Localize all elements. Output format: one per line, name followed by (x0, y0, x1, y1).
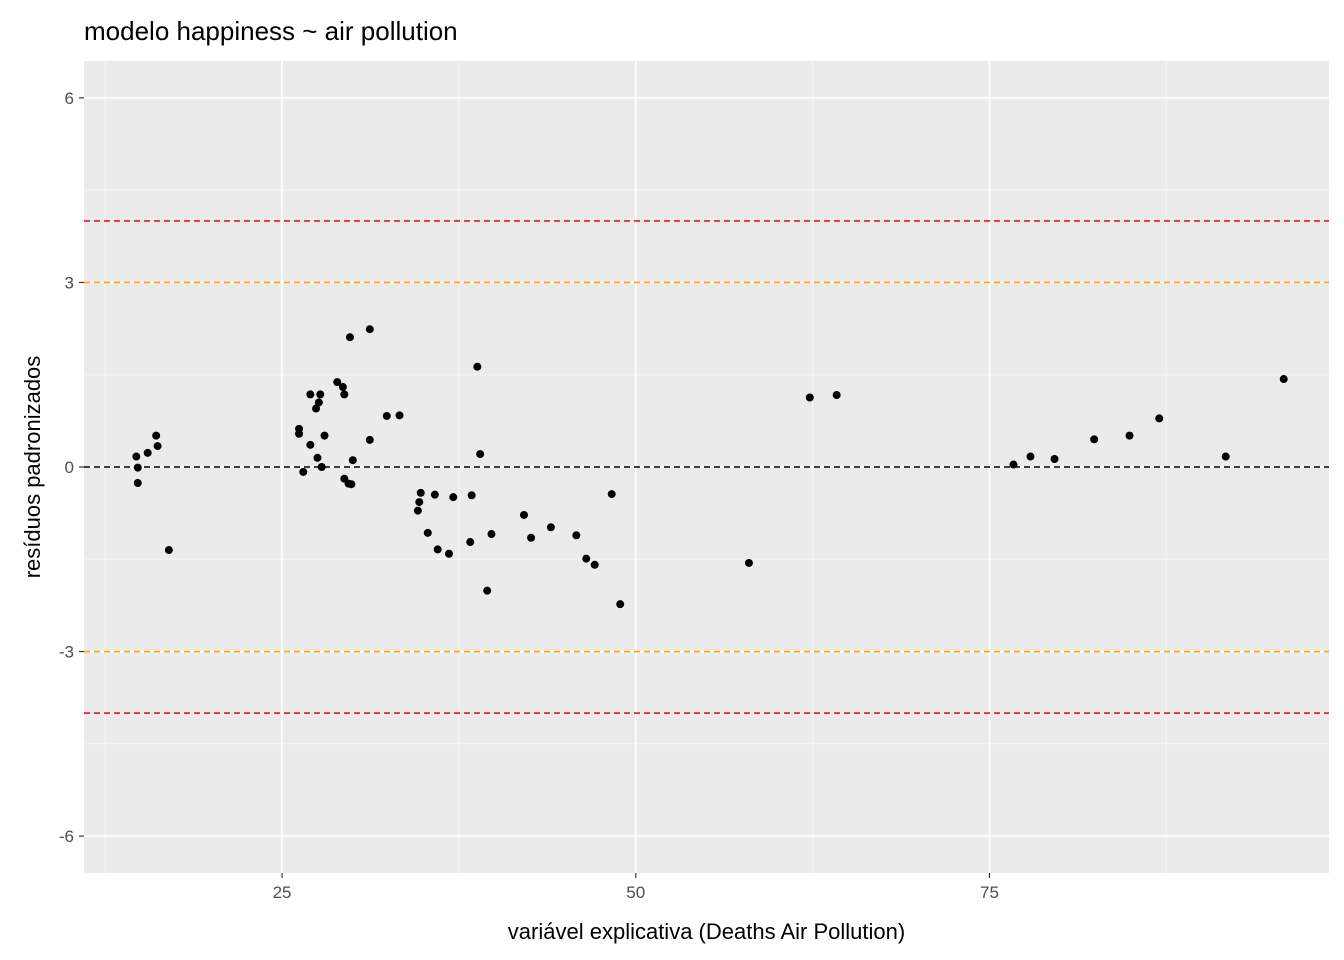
x-axis-ticks: 25 50 75 (273, 873, 999, 902)
data-point (1026, 452, 1035, 461)
data-point (345, 333, 354, 342)
data-point (133, 463, 142, 472)
data-point (1155, 414, 1164, 423)
data-point (413, 506, 422, 515)
data-point (365, 435, 374, 444)
data-point (483, 586, 492, 595)
data-point (433, 545, 442, 554)
data-point (1090, 435, 1099, 444)
y-axis-ticks: -6 -3 0 3 6 (59, 89, 84, 846)
data-points (132, 325, 1288, 609)
data-point (416, 488, 425, 497)
y-tick-label: 0 (65, 458, 74, 477)
data-point (415, 498, 424, 507)
y-tick-label: -6 (59, 827, 74, 846)
data-point (546, 523, 555, 532)
data-point (476, 450, 485, 459)
data-point (306, 440, 315, 449)
y-tick-label: -3 (59, 643, 74, 662)
data-point (1279, 375, 1288, 384)
data-point (466, 538, 475, 547)
data-point (152, 431, 161, 440)
data-point (1125, 431, 1134, 440)
data-point (348, 456, 357, 465)
data-point (572, 531, 581, 540)
y-tick-label: 3 (65, 273, 74, 292)
data-point (382, 411, 391, 420)
data-point (306, 390, 315, 399)
x-tick-label: 75 (980, 883, 999, 902)
data-point (320, 431, 329, 440)
data-point (473, 362, 482, 371)
data-point (430, 490, 439, 499)
data-point (312, 404, 321, 413)
x-tick-label: 25 (273, 883, 292, 902)
data-point (607, 490, 616, 499)
data-point (347, 480, 356, 489)
data-point (153, 442, 162, 451)
data-point (1009, 460, 1018, 469)
data-point (132, 452, 141, 461)
data-point (333, 378, 342, 387)
x-tick-label: 50 (626, 883, 645, 902)
data-point (519, 510, 528, 519)
data-point (423, 528, 432, 537)
data-point (487, 530, 496, 539)
reference-lines (84, 220, 1329, 714)
data-point (805, 393, 814, 402)
data-point (313, 453, 322, 462)
data-point (445, 549, 454, 558)
data-point (295, 424, 304, 433)
data-point (1050, 455, 1059, 464)
data-point (133, 478, 142, 487)
data-point (317, 463, 326, 471)
y-tick-label: 6 (65, 89, 74, 108)
data-point (590, 560, 599, 569)
data-point (299, 467, 308, 476)
chart-title: modelo happiness ~ air pollution (84, 16, 458, 46)
data-point (1221, 452, 1230, 461)
data-point (164, 546, 173, 555)
data-point (365, 325, 374, 334)
data-point (395, 411, 404, 420)
data-point (449, 493, 458, 502)
data-point (467, 491, 476, 500)
data-point (744, 558, 753, 567)
data-point (143, 448, 152, 457)
data-point (582, 554, 591, 563)
data-point (616, 600, 625, 609)
data-point (340, 390, 349, 399)
y-axis-title: resíduos padronizados (20, 356, 45, 579)
data-point (832, 391, 841, 400)
data-point (527, 533, 536, 542)
x-axis-title: variável explicativa (Deaths Air Polluti… (508, 919, 905, 944)
data-point (338, 383, 347, 392)
data-point (314, 398, 323, 407)
data-point (316, 390, 325, 399)
